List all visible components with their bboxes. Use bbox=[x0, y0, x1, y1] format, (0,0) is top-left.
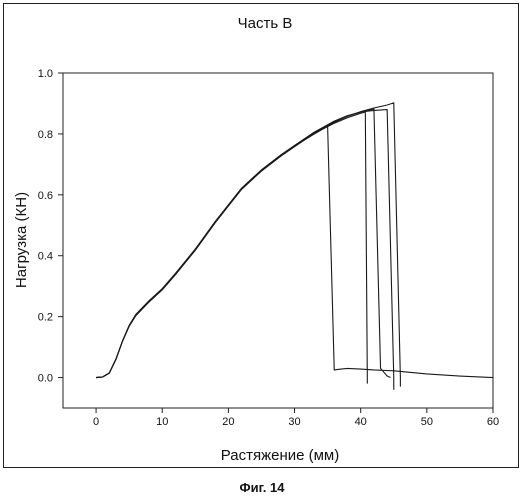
series-line-1 bbox=[96, 126, 493, 377]
series-line-3 bbox=[96, 109, 390, 378]
y-tick-label: 0.4 bbox=[38, 251, 53, 263]
series-line-2 bbox=[96, 112, 367, 384]
plot-area-frame bbox=[63, 73, 493, 408]
chart-title: Часть В bbox=[238, 15, 293, 32]
x-tick-label: 30 bbox=[288, 416, 300, 428]
x-tick-label: 0 bbox=[93, 416, 99, 428]
x-tick-label: 60 bbox=[487, 416, 499, 428]
x-tick-label: 20 bbox=[222, 416, 234, 428]
y-tick-label: 0.2 bbox=[38, 312, 53, 324]
y-tick-label: 0.0 bbox=[38, 373, 53, 385]
x-tick-label: 40 bbox=[355, 416, 367, 428]
figure-caption: Фиг. 14 bbox=[240, 480, 286, 495]
x-tick-label: 50 bbox=[421, 416, 433, 428]
y-axis-title: Нагрузка (КН) bbox=[13, 192, 30, 288]
y-tick-label: 1.0 bbox=[38, 68, 53, 80]
data-curves bbox=[96, 103, 493, 390]
series-line-4 bbox=[96, 110, 394, 390]
y-tick-label: 0.6 bbox=[38, 190, 53, 202]
x-tick-label: 10 bbox=[156, 416, 168, 428]
x-axis-title: Растяжение (мм) bbox=[221, 447, 340, 464]
series-line-5 bbox=[96, 103, 400, 387]
y-tick-label: 0.8 bbox=[38, 129, 53, 141]
